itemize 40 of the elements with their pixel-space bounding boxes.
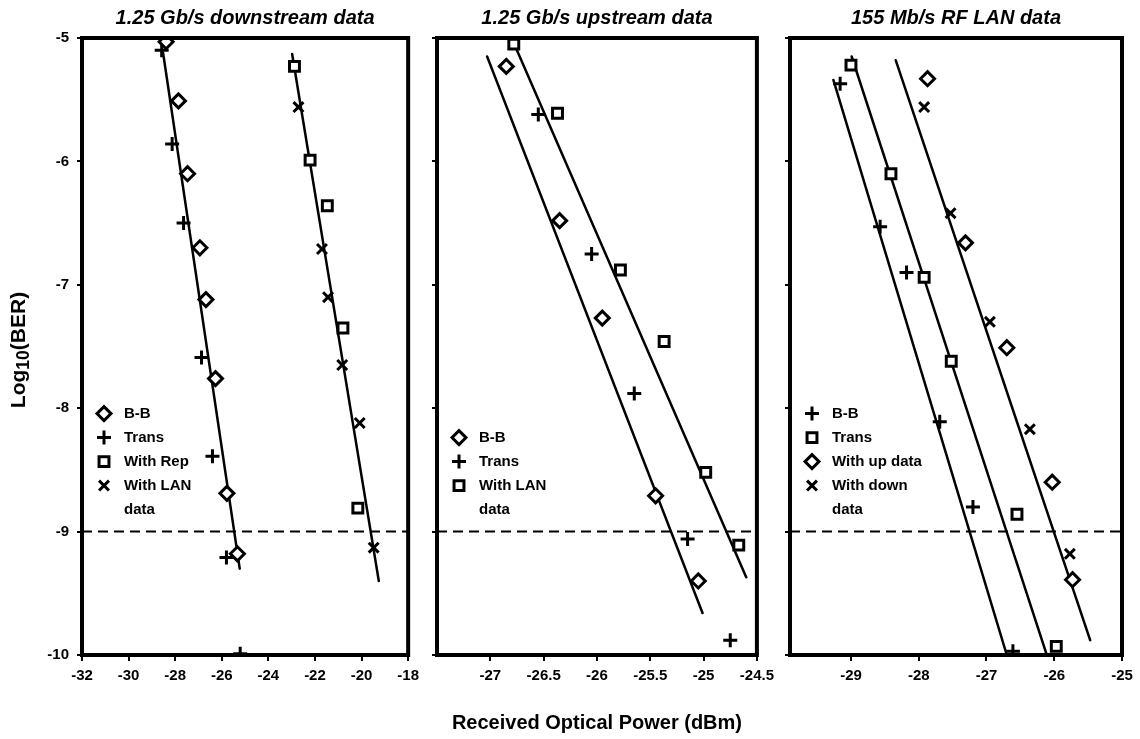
x-tick-label: -20	[350, 666, 373, 684]
x-tick-label: -27	[479, 666, 502, 684]
x-tick-label: -25.5	[633, 666, 668, 684]
x-tick-label: -24	[257, 666, 280, 684]
y-tick-label: -6	[55, 151, 69, 169]
y-tick-label: -10	[47, 645, 69, 663]
chart-title: 155 Mb/s RF LAN data	[850, 5, 1062, 28]
chart-title: 1.25 Gb/s downstream data	[115, 5, 375, 28]
legend-label: With Rep	[124, 451, 189, 469]
legend-label: B-B	[479, 427, 506, 445]
y-tick-label: -7	[55, 274, 69, 292]
y-tick-label: -5	[55, 28, 69, 46]
x-tick-label: -26	[1043, 666, 1066, 684]
legend-label: With up data	[832, 451, 923, 469]
legend-label: Trans	[479, 451, 520, 469]
x-tick-label: -26	[210, 666, 233, 684]
x-tick-label: -24.5	[739, 666, 775, 684]
x-tick-label: -22	[304, 666, 326, 684]
x-tick-label: -18	[397, 666, 419, 684]
legend-label: B-B	[832, 403, 859, 421]
x-tick-label: -28	[907, 666, 930, 684]
legend-label: With LAN data	[124, 475, 192, 517]
x-tick-label: -32	[71, 666, 93, 684]
legend-label: Trans	[832, 427, 873, 445]
x-tick-label: -25	[1111, 666, 1133, 684]
legend-label: With LAN data	[479, 475, 547, 517]
x-tick-label: -26	[586, 666, 608, 684]
x-tick-label: -27	[975, 666, 998, 684]
x-tick-label: -28	[164, 666, 187, 684]
x-tick-label: -26.5	[526, 666, 561, 684]
chart-title: 1.25 Gb/s upstream data	[481, 5, 713, 28]
x-tick-label: -29	[840, 666, 862, 684]
x-tick-label: -25	[692, 666, 715, 684]
x-tick-label: -30	[117, 666, 140, 684]
x-axis-title: Received Optical Power (dBm)	[451, 710, 742, 733]
y-tick-label: -8	[55, 398, 69, 416]
y-tick-label: -9	[55, 521, 69, 539]
legend-label: With down data	[832, 475, 908, 517]
legend-label: B-B	[124, 403, 151, 421]
legend-label: Trans	[124, 427, 165, 445]
